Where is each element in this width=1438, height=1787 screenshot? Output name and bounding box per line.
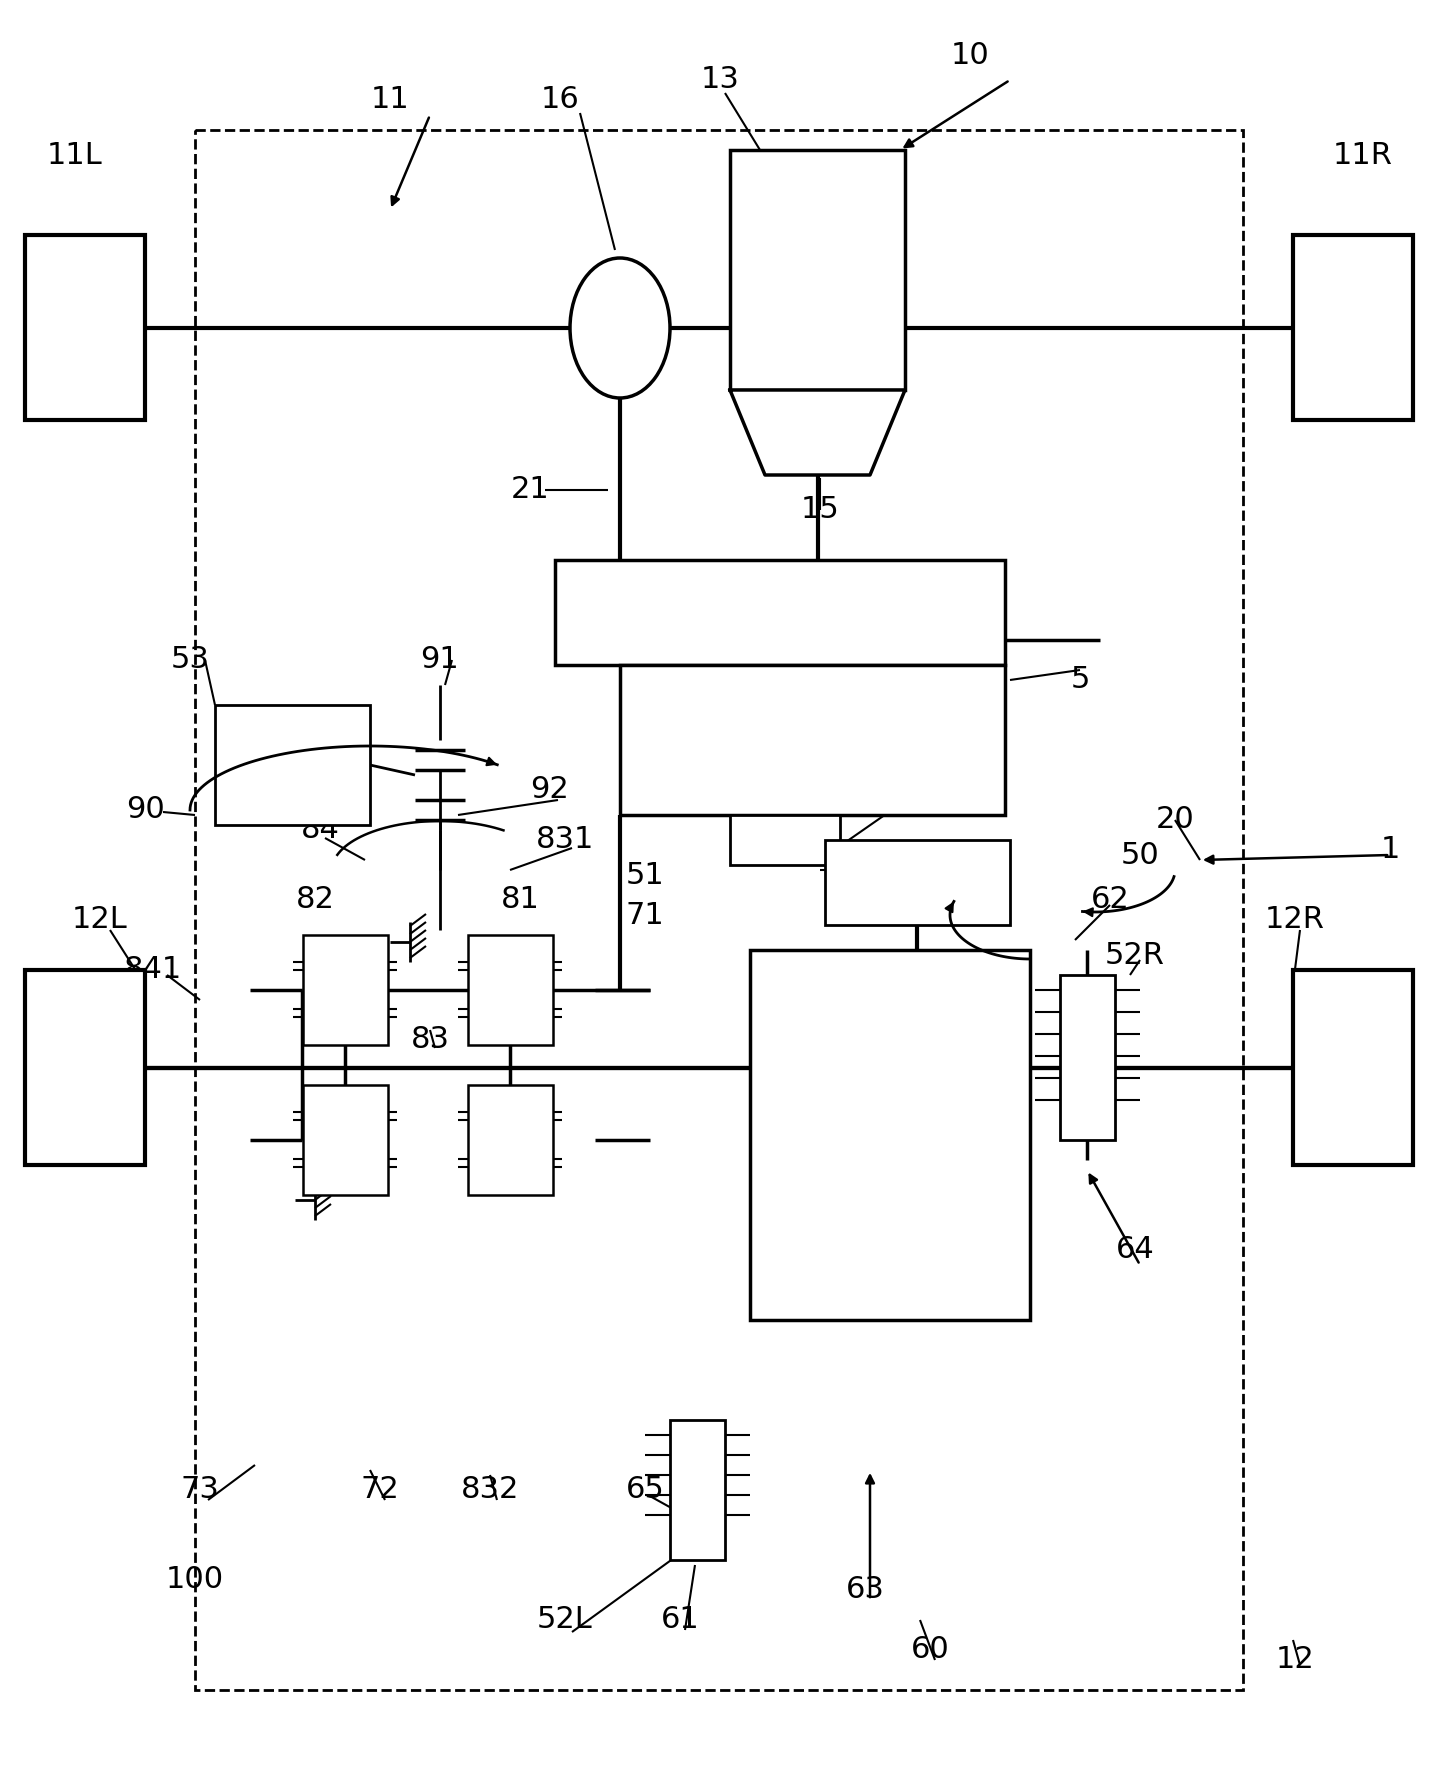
Bar bbox=[1293, 236, 1414, 420]
Text: 65: 65 bbox=[626, 1476, 664, 1505]
Text: 16: 16 bbox=[541, 86, 580, 114]
Text: 91: 91 bbox=[421, 645, 459, 674]
Text: 90: 90 bbox=[125, 795, 164, 824]
Text: 63: 63 bbox=[846, 1576, 884, 1605]
Text: 20: 20 bbox=[1156, 806, 1195, 835]
Text: 60: 60 bbox=[910, 1635, 949, 1664]
Bar bbox=[825, 840, 1009, 926]
Bar bbox=[24, 970, 145, 1165]
Text: 54: 54 bbox=[930, 856, 969, 885]
Text: 53: 53 bbox=[171, 645, 210, 674]
Text: 15: 15 bbox=[801, 495, 840, 525]
Text: 72: 72 bbox=[361, 1476, 400, 1505]
Bar bbox=[620, 665, 1005, 815]
Bar bbox=[731, 815, 840, 865]
Text: 841: 841 bbox=[124, 956, 183, 985]
Bar bbox=[751, 951, 1030, 1321]
Bar bbox=[467, 1085, 554, 1196]
Text: 151: 151 bbox=[910, 765, 969, 795]
Text: 92: 92 bbox=[531, 776, 569, 804]
Bar bbox=[303, 935, 388, 1045]
Bar bbox=[670, 1421, 725, 1560]
Text: 21: 21 bbox=[510, 475, 549, 504]
Text: 51: 51 bbox=[626, 861, 664, 890]
Text: 10: 10 bbox=[951, 41, 989, 70]
Text: 50: 50 bbox=[1120, 840, 1159, 870]
Text: 64: 64 bbox=[1116, 1235, 1155, 1265]
Text: 84: 84 bbox=[301, 815, 339, 845]
Text: 11R: 11R bbox=[1333, 141, 1393, 170]
Bar bbox=[216, 706, 370, 826]
Text: 831: 831 bbox=[536, 826, 594, 854]
Bar bbox=[467, 935, 554, 1045]
Text: 13: 13 bbox=[700, 66, 739, 95]
Text: 1: 1 bbox=[1380, 836, 1399, 865]
Text: 100: 100 bbox=[165, 1565, 224, 1594]
Bar bbox=[303, 1085, 388, 1196]
Bar bbox=[24, 236, 145, 420]
Text: 12: 12 bbox=[1276, 1646, 1314, 1674]
Text: 82: 82 bbox=[296, 886, 335, 915]
Text: 62: 62 bbox=[1090, 886, 1129, 915]
Text: 52R: 52R bbox=[1104, 940, 1165, 970]
Text: 11: 11 bbox=[371, 86, 410, 114]
Text: 12R: 12R bbox=[1265, 906, 1324, 935]
Bar bbox=[731, 150, 905, 390]
Bar bbox=[1293, 970, 1414, 1165]
Text: 11L: 11L bbox=[47, 141, 104, 170]
Polygon shape bbox=[731, 390, 905, 475]
Text: 12L: 12L bbox=[72, 906, 128, 935]
Text: 14: 14 bbox=[846, 425, 884, 454]
Bar bbox=[555, 559, 1005, 665]
Bar bbox=[1060, 976, 1114, 1140]
Text: 81: 81 bbox=[500, 886, 539, 915]
Text: 73: 73 bbox=[181, 1476, 220, 1505]
Text: 61: 61 bbox=[660, 1605, 699, 1635]
Text: 83: 83 bbox=[410, 1026, 450, 1054]
Text: 832: 832 bbox=[460, 1476, 519, 1505]
Bar bbox=[196, 130, 1242, 1691]
Text: 5: 5 bbox=[1070, 665, 1090, 695]
Ellipse shape bbox=[569, 257, 670, 399]
Text: 52L: 52L bbox=[538, 1605, 592, 1635]
Text: 71: 71 bbox=[626, 901, 664, 929]
